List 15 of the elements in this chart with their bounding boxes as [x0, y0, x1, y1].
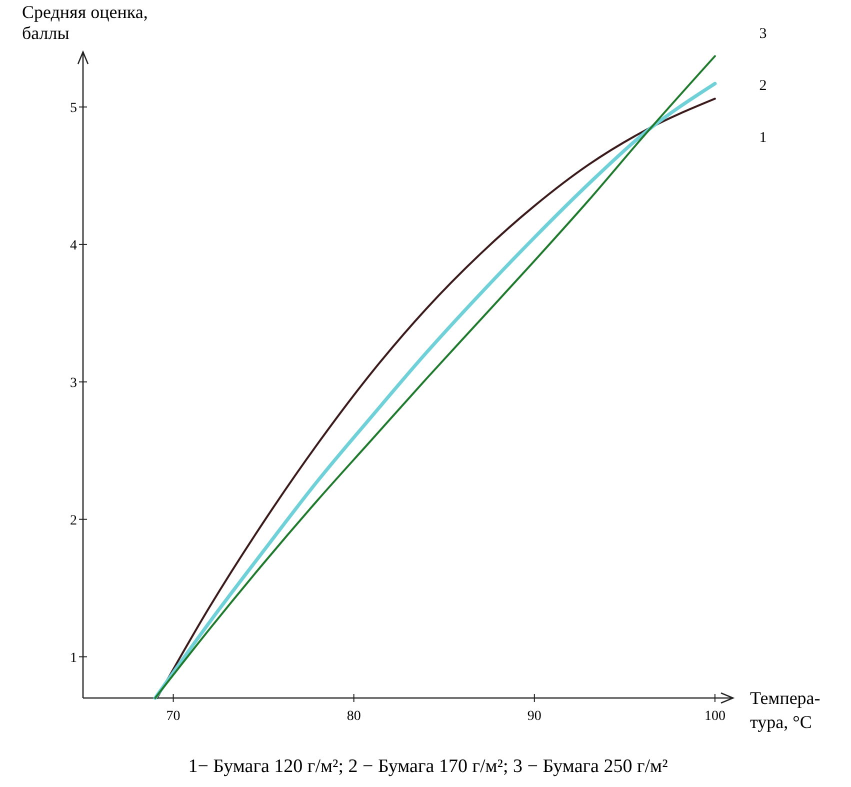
text: 1 [759, 130, 767, 146]
y-tick-label: 5 [70, 100, 77, 116]
text: 2 [759, 78, 767, 94]
y-axis-title: Средняя оценка, баллы [22, 2, 148, 43]
text: 1− Бумага 120 г/м²; 2 − Бумага 170 г/м²; 3 − Бумага 250 г/м² [188, 756, 668, 777]
y-tick-label: 1 [70, 650, 77, 666]
text: 3 [759, 26, 767, 42]
x-tick-label: 90 [527, 709, 542, 724]
y-tick-label: 2 [70, 513, 77, 528]
y-tick-label: 3 [70, 376, 77, 391]
x-tick-label: 80 [346, 709, 361, 724]
x-axis-title: Темпера- тура, °С [750, 688, 820, 732]
x-tick-label: 70 [166, 709, 180, 724]
y-tick-label: 4 [70, 238, 77, 254]
x-tick-label: 100 [704, 709, 726, 724]
